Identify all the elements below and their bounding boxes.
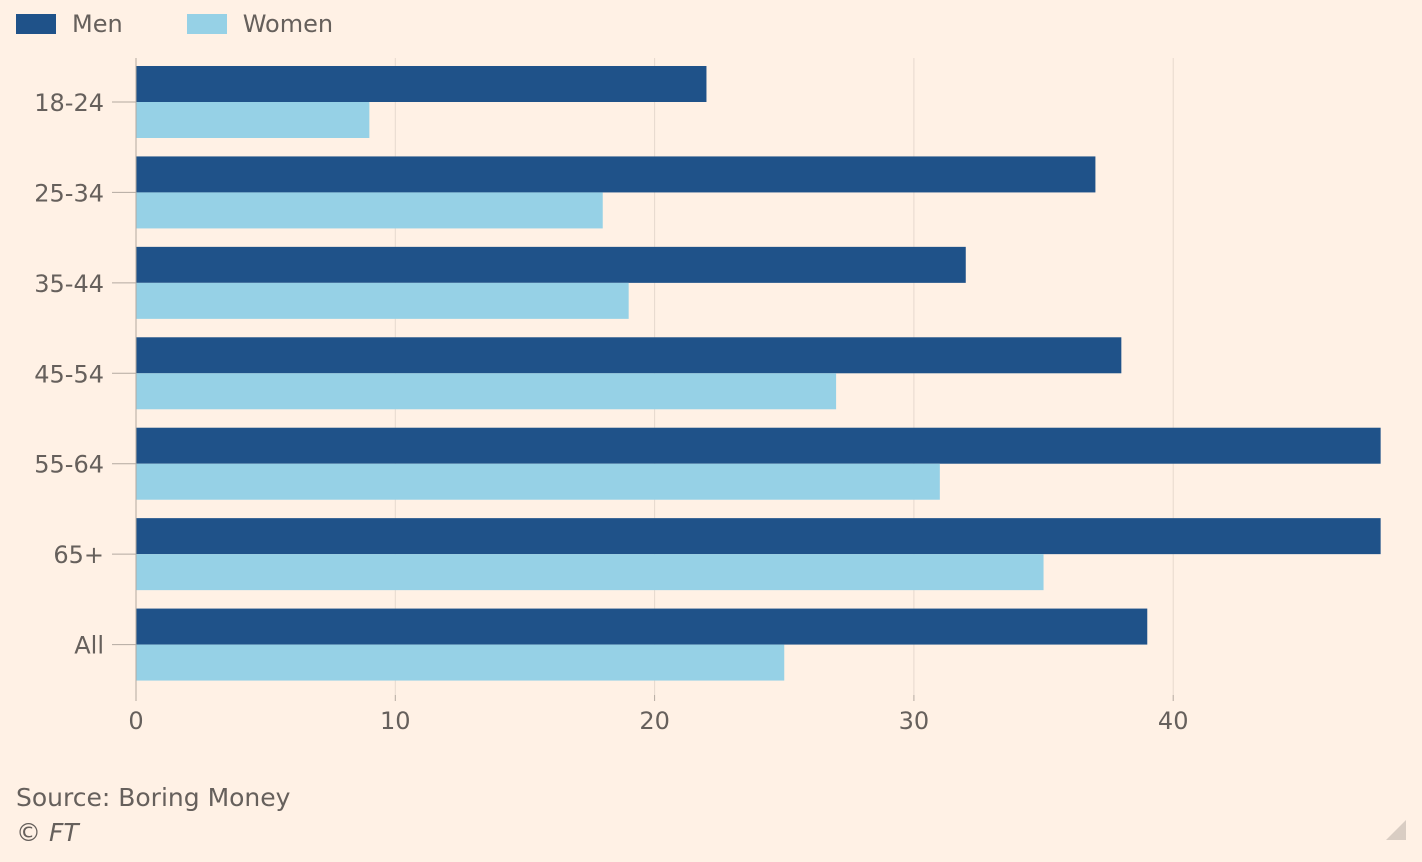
copyright-note: © FT bbox=[16, 818, 79, 847]
y-tick-label: 55-64 bbox=[34, 451, 104, 479]
x-tick-label: 30 bbox=[899, 707, 930, 735]
bar-women-55-64 bbox=[136, 463, 940, 500]
legend-label-women: Women bbox=[242, 10, 334, 38]
bar-women-25-34 bbox=[136, 192, 603, 229]
chart-legend: Men Women bbox=[16, 10, 397, 38]
y-tick-label: 45-54 bbox=[34, 360, 104, 388]
bar-men-all bbox=[136, 608, 1148, 645]
bar-men-35-44 bbox=[136, 246, 966, 283]
x-tick-label: 20 bbox=[639, 707, 670, 735]
source-note: Source: Boring Money bbox=[16, 783, 291, 812]
bar-women-all bbox=[136, 644, 785, 681]
x-tick-label: 10 bbox=[380, 707, 411, 735]
bar-men-25-34 bbox=[136, 156, 1096, 193]
resize-handle-icon[interactable] bbox=[1386, 820, 1406, 840]
legend-swatch-men bbox=[16, 14, 56, 34]
bar-men-65+ bbox=[136, 518, 1381, 555]
y-tick-label: 35-44 bbox=[34, 270, 104, 298]
bar-women-35-44 bbox=[136, 282, 629, 319]
bar-men-45-54 bbox=[136, 337, 1122, 374]
bar-men-55-64 bbox=[136, 427, 1381, 464]
bar-women-18-24 bbox=[136, 102, 370, 138]
x-tick-label: 0 bbox=[128, 707, 143, 735]
bar-women-65+ bbox=[136, 554, 1044, 591]
y-tick-label: 18-24 bbox=[34, 89, 104, 117]
x-tick-label: 40 bbox=[1158, 707, 1189, 735]
y-tick-label: All bbox=[74, 632, 104, 660]
bar-women-45-54 bbox=[136, 373, 837, 410]
legend-item-women: Women bbox=[186, 10, 334, 38]
legend-item-men: Men bbox=[16, 10, 123, 38]
y-tick-label: 65+ bbox=[53, 541, 104, 569]
y-tick-label: 25-34 bbox=[34, 179, 104, 207]
legend-swatch-women bbox=[186, 14, 227, 34]
legend-label-men: Men bbox=[72, 10, 123, 38]
bar-men-18-24 bbox=[136, 66, 707, 102]
